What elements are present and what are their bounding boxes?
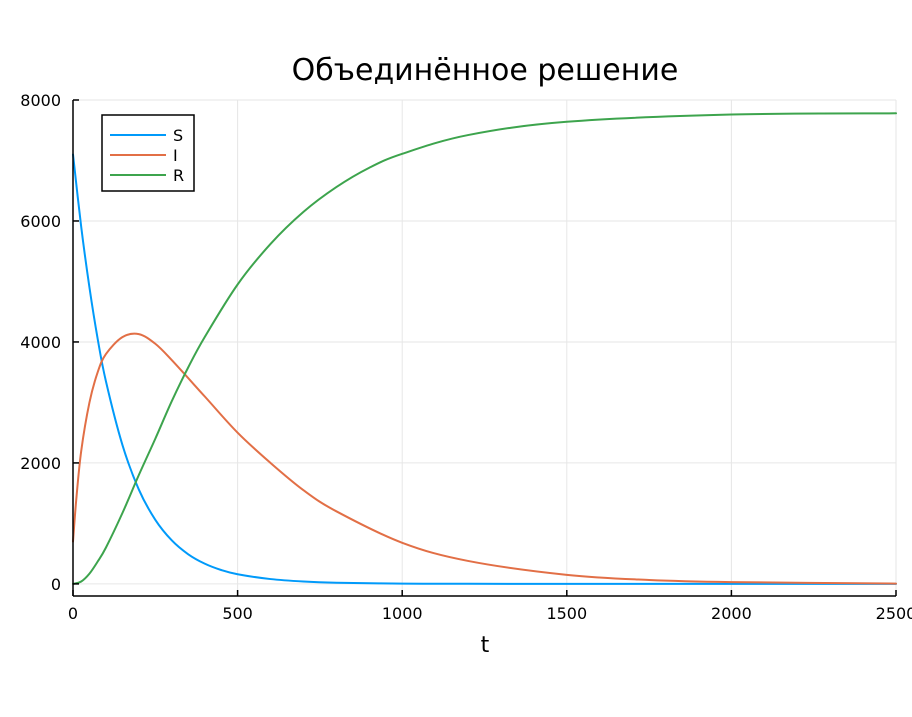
x-tick-label: 0: [68, 604, 78, 623]
y-tick-label: 4000: [20, 333, 61, 352]
x-tick-label: 2500: [876, 604, 912, 623]
legend-label-r: R: [173, 166, 184, 185]
x-axis-title: t: [481, 633, 490, 658]
y-tick-label: 6000: [20, 212, 61, 231]
x-tick-label: 1500: [546, 604, 587, 623]
x-tick-label: 2000: [711, 604, 752, 623]
legend-label-s: S: [173, 126, 183, 145]
series-lines: [72, 112, 897, 585]
tick-labels: 0 500 1000 1500 2000 2500 0 2000 4000 6000 8000: [20, 91, 912, 623]
series-line-r: [72, 112, 897, 585]
x-tick-label: 500: [222, 604, 253, 623]
legend-box: [101, 114, 195, 192]
series-line-s: [72, 153, 897, 585]
grid-lines: [72, 99, 897, 596]
axes: [72, 99, 897, 597]
legend: SIR: [101, 114, 195, 192]
series-line-i: [72, 332, 897, 585]
x-tick-label: 1000: [382, 604, 423, 623]
y-tick-label: 0: [51, 575, 61, 594]
y-tick-label: 2000: [20, 454, 61, 473]
legend-label-i: I: [173, 146, 178, 165]
y-tick-label: 8000: [20, 91, 61, 110]
chart-title: Объединённое решение: [292, 53, 679, 88]
